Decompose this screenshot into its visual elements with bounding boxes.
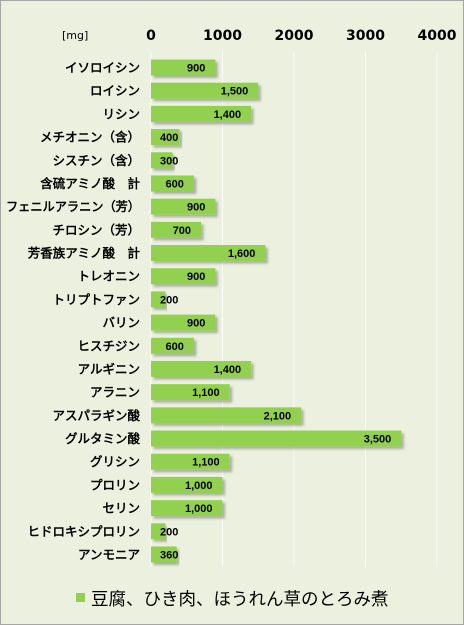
category-label: メチオニン（含） (40, 130, 140, 145)
data-labels: 9001,5001,4004003006009007001,6009002009… (160, 63, 391, 562)
bar (151, 105, 252, 122)
data-label: 1,000 (185, 480, 213, 492)
category-label: ヒスチジン (77, 338, 140, 353)
category-label: 芳香族アミノ酸 計 (28, 246, 141, 261)
data-label: 1,000 (185, 503, 213, 515)
bar (151, 82, 259, 99)
data-label: 1,600 (228, 248, 256, 260)
bar (151, 129, 180, 146)
category-label: ロイシン (90, 83, 140, 98)
data-label: 600 (166, 341, 184, 353)
tick-label: 3000 (346, 28, 385, 44)
category-label: グリシン (90, 454, 140, 469)
data-label: 600 (166, 178, 184, 190)
data-label: 200 (160, 294, 178, 306)
bar (151, 384, 230, 401)
bar (151, 360, 252, 377)
bar (151, 245, 266, 262)
tick-label: 1000 (203, 28, 242, 44)
category-label: アルギニン (78, 361, 140, 376)
data-label: 900 (187, 202, 205, 214)
legend: 豆腐、ひき肉、ほうれん草のとろみ煮 (76, 590, 389, 610)
bar (151, 476, 223, 493)
data-label: 1,400 (214, 364, 242, 376)
value-axis-ticks: 0 1000 2000 3000 4000 (146, 28, 457, 44)
bar (151, 500, 223, 517)
data-label: 700 (173, 225, 191, 237)
bar (151, 221, 202, 238)
category-label: リシン (102, 106, 140, 121)
category-label: トレオニン (77, 269, 140, 284)
unit-label: [mg] (62, 29, 88, 42)
bar (151, 175, 194, 192)
category-label: フェニルアラニン（芳） (6, 199, 140, 214)
tick-label: 0 (146, 28, 156, 44)
bar (151, 268, 216, 285)
data-label: 200 (160, 526, 178, 538)
category-label: イソロイシン (65, 60, 140, 75)
bar (151, 314, 216, 331)
legend-label: 豆腐、ひき肉、ほうれん草のとろみ煮 (91, 590, 389, 610)
data-label: 1,400 (214, 109, 242, 121)
category-label: アンモニア (78, 547, 140, 562)
bar (151, 546, 177, 563)
category-label: 含硫アミノ酸 計 (39, 176, 140, 191)
bar (151, 152, 173, 169)
category-label: バリン (102, 315, 140, 330)
bar (151, 523, 166, 540)
category-label: チロシン（芳） (52, 222, 140, 237)
data-label: 1,100 (192, 457, 220, 469)
data-label: 2,100 (264, 410, 292, 422)
data-label: 900 (187, 271, 205, 283)
data-label: 300 (160, 155, 178, 167)
bar (151, 430, 402, 447)
category-label: プロリン (90, 477, 140, 492)
bar (151, 59, 216, 76)
data-label: 1,500 (221, 86, 249, 98)
tick-label: 2000 (275, 28, 314, 44)
tick-label: 4000 (418, 28, 457, 44)
data-label: 900 (187, 63, 205, 75)
bar (151, 453, 230, 470)
data-label: 3,500 (364, 434, 392, 446)
category-label: セリン (102, 501, 140, 516)
bar (151, 198, 216, 215)
category-label: アラニン (90, 385, 140, 400)
bars (151, 59, 402, 563)
bar (151, 407, 302, 424)
data-label: 360 (160, 549, 178, 561)
data-label: 400 (160, 132, 178, 144)
category-label: トリプトファン (52, 292, 140, 307)
data-label: 900 (187, 318, 205, 330)
category-label: ヒドロキシプロリン (27, 524, 140, 539)
category-label: シスチン（含） (52, 153, 140, 168)
data-label: 1,100 (192, 387, 220, 399)
legend-swatch (76, 593, 85, 602)
category-label: アスパラギン酸 (52, 408, 140, 423)
category-label: グルタミン酸 (65, 431, 141, 446)
bar (151, 291, 166, 308)
bar (151, 337, 194, 354)
